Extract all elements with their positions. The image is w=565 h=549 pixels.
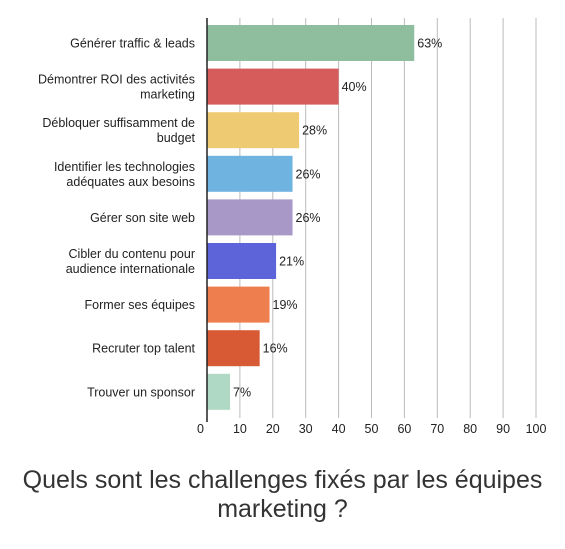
value-label-7: 16% bbox=[263, 342, 288, 356]
bar-3 bbox=[207, 155, 293, 192]
value-label-1: 40% bbox=[342, 80, 367, 94]
x-tick-label-60: 60 bbox=[397, 422, 411, 436]
bar-5 bbox=[207, 243, 277, 279]
category-label-5: Cibler du contenu pour audience internati… bbox=[66, 247, 195, 276]
value-label-5: 21% bbox=[279, 255, 304, 269]
category-label-6: Former ses équipes bbox=[85, 298, 195, 312]
bar-7 bbox=[207, 330, 260, 367]
category-label-4: Gérer son site web bbox=[90, 211, 195, 225]
value-label-6: 19% bbox=[273, 298, 298, 312]
value-label-0: 63% bbox=[417, 37, 442, 51]
x-tick-label-90: 90 bbox=[496, 422, 510, 436]
x-tick-label-80: 80 bbox=[463, 422, 477, 436]
value-labels: 63% 40% 28% 26% 26% 21% 19% 16% 7% bbox=[233, 37, 442, 400]
category-label-0: Générer traffic & leads bbox=[70, 37, 195, 51]
x-tick-labels: 0 10 20 30 40 50 60 70 80 90 100 bbox=[197, 422, 546, 436]
x-tick-label-30: 30 bbox=[299, 422, 313, 436]
bar-8 bbox=[207, 373, 231, 410]
value-label-2: 28% bbox=[302, 124, 327, 138]
category-label-3: Identifier les technologies adéquates aux… bbox=[54, 160, 195, 189]
bar-0 bbox=[207, 25, 415, 61]
x-tick-label-20: 20 bbox=[266, 422, 280, 436]
bar-2 bbox=[207, 112, 300, 149]
x-tick-label-100: 100 bbox=[526, 422, 547, 436]
value-label-8: 7% bbox=[233, 385, 251, 399]
chart-caption: Quels sont les challenges fixés par les … bbox=[22, 466, 543, 523]
category-label-2: Débloquer suffisamment de budget bbox=[42, 116, 195, 145]
bar-4 bbox=[207, 199, 293, 236]
bar-chart: Générer traffic & leads Démontrer ROI des… bbox=[38, 18, 546, 436]
category-label-1: Démontrer ROI des activités marketing bbox=[38, 73, 195, 102]
x-tick-label-0: 0 bbox=[197, 422, 204, 436]
bars bbox=[207, 25, 415, 410]
x-tick-label-70: 70 bbox=[430, 422, 444, 436]
x-tick-label-50: 50 bbox=[365, 422, 379, 436]
x-tick-label-40: 40 bbox=[332, 422, 346, 436]
value-label-4: 26% bbox=[296, 211, 321, 225]
category-labels: Générer traffic & leads Démontrer ROI des… bbox=[38, 37, 196, 400]
category-label-8: Trouver un sponsor bbox=[87, 385, 195, 399]
bar-6 bbox=[207, 286, 270, 323]
value-label-3: 26% bbox=[296, 167, 321, 181]
category-label-7: Recruter top talent bbox=[92, 342, 195, 356]
x-tick-label-10: 10 bbox=[233, 422, 247, 436]
bar-1 bbox=[207, 68, 339, 105]
